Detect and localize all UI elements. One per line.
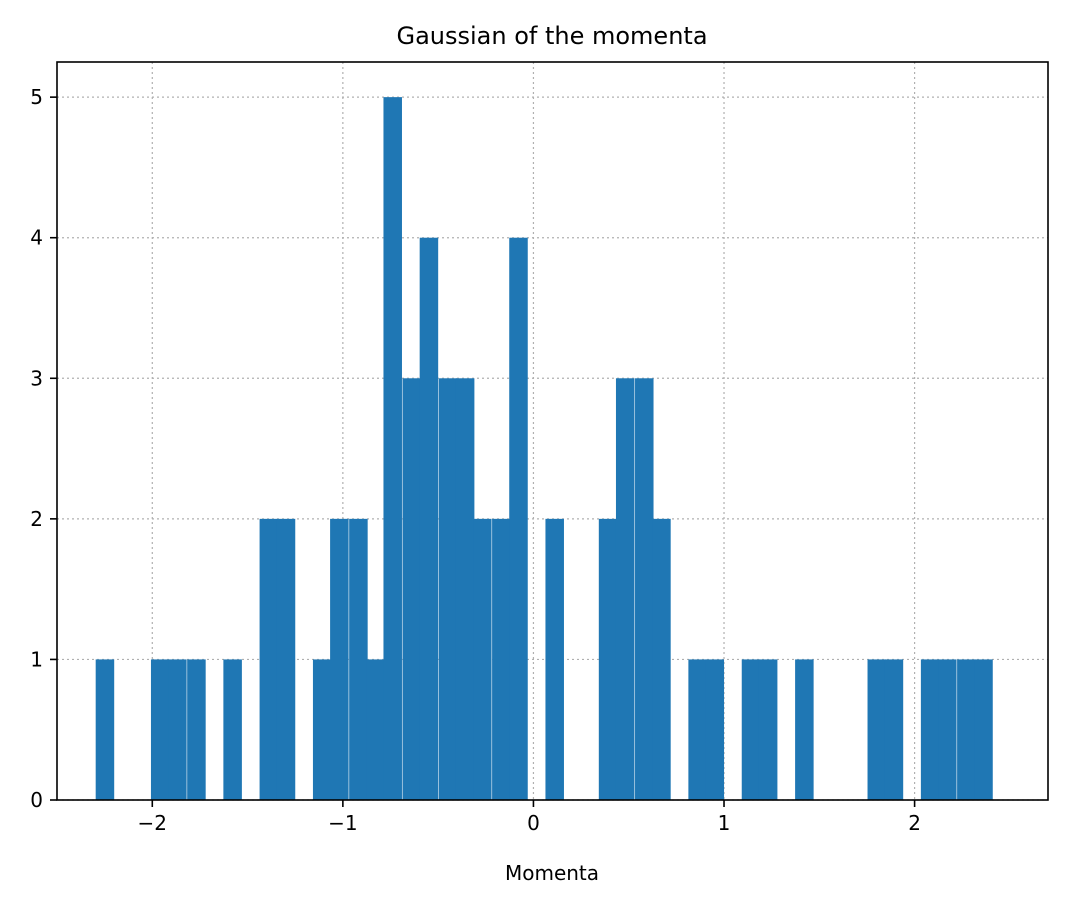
histogram-bar (598, 518, 618, 800)
histogram-bar (383, 97, 402, 800)
histogram-bar (652, 518, 671, 800)
x-tick-label: 0 (527, 811, 540, 835)
histogram-bar (688, 659, 707, 800)
x-tick-label: 1 (718, 811, 731, 835)
histogram-bar (95, 659, 115, 800)
x-tick-label: −1 (328, 811, 357, 835)
plot-area-frame (56, 61, 1049, 801)
y-tick-label: 0 (30, 788, 43, 812)
histogram-bar (635, 378, 654, 800)
histogram-bar (957, 659, 976, 800)
histogram-bar (259, 518, 279, 800)
histogram-bar (867, 659, 887, 800)
histogram-bars (95, 97, 993, 800)
x-axis-ticks: −2 −1 0 1 2 (138, 800, 921, 835)
y-tick-label: 1 (30, 647, 43, 671)
y-tick-label: 4 (30, 226, 43, 250)
histogram-bar (705, 659, 725, 800)
histogram-bar (741, 659, 761, 800)
histogram-bar (312, 659, 332, 800)
x-tick-label: 2 (908, 811, 921, 835)
histogram-bar (223, 659, 242, 800)
histogram-bar (276, 518, 296, 800)
histogram-bar (509, 237, 528, 800)
histogram-bar (974, 659, 993, 800)
histogram-bar (795, 659, 814, 800)
histogram-bar (473, 518, 492, 800)
histogram-bar (438, 378, 458, 800)
histogram-bar (419, 237, 439, 800)
histogram-bar (349, 518, 368, 800)
chart-title: Gaussian of the momenta (396, 22, 707, 50)
histogram-bar (366, 659, 385, 800)
x-tick-label: −2 (138, 811, 167, 835)
histogram-bar (615, 378, 635, 800)
y-axis-ticks: 0 1 2 3 4 5 (30, 85, 57, 812)
histogram-bar (920, 659, 940, 800)
histogram-bar (545, 518, 564, 800)
histogram-bar (455, 378, 475, 800)
x-axis-label: Momenta (505, 861, 599, 885)
histogram-bar (492, 518, 511, 800)
y-tick-label: 3 (30, 366, 43, 390)
y-tick-label: 5 (30, 85, 43, 109)
histogram-bar (150, 659, 170, 800)
histogram-bar (938, 659, 957, 800)
histogram-bar (402, 378, 422, 800)
histogram-bar (758, 659, 778, 800)
histogram-bar (168, 659, 187, 800)
histogram-bar (187, 659, 206, 800)
y-tick-label: 2 (30, 507, 43, 531)
histogram-bar (884, 659, 904, 800)
histogram-bar (330, 518, 349, 800)
